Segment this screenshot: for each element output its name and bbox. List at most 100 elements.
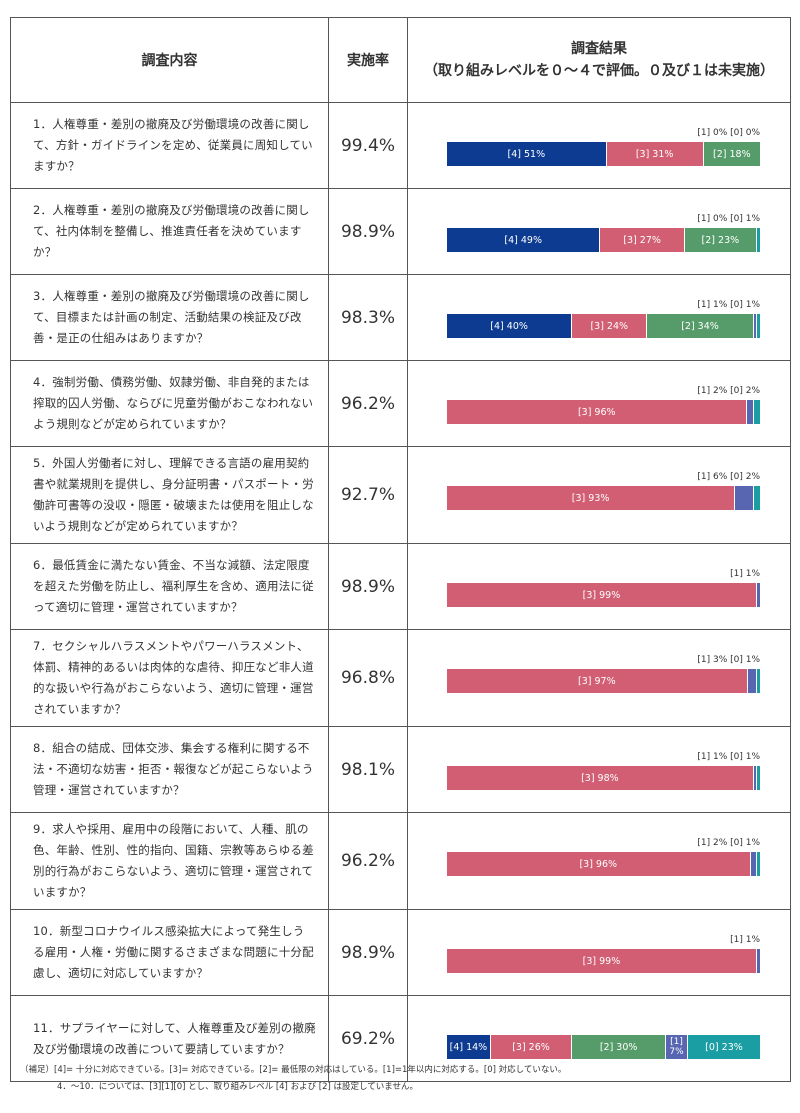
bar-segment-level-0 (756, 228, 760, 252)
segment-label: [3] 26% (512, 1041, 550, 1053)
header-content: 調査内容 (10, 17, 329, 103)
segment-label: [4] 14% (449, 1041, 488, 1053)
bar-segment-level-3: [3] 93% (447, 486, 736, 510)
implementation-rate: 98.1% (328, 726, 408, 813)
bar-segment-level-1 (756, 949, 760, 973)
bar-segment-level-0 (753, 486, 760, 510)
bar-segment-level-2: [2] 34% (647, 314, 754, 338)
bar-segment-level-3: [3] 27% (600, 228, 685, 252)
segment-label: [3] 24% (590, 320, 629, 332)
stacked-bar: [3] 97% (447, 669, 760, 693)
minor-level-label: [1] 2% [0] 1% (697, 838, 760, 848)
bar-segment-level-1 (747, 400, 754, 424)
header-rate: 実施率 (328, 17, 408, 103)
bar-segment-level-3: [3] 98% (447, 766, 754, 790)
table-row: 9．求人や採用、雇用中の段階において、人種、肌の色、年齢、性別、性的指向、国籍、… (10, 812, 791, 910)
bar-segment-level-3: [3] 96% (447, 852, 751, 876)
segment-label: [4] 40% (490, 320, 528, 332)
segment-label: [2] 30% (599, 1041, 638, 1053)
bar-segment-level-1 (753, 314, 757, 338)
bar-segment-level-4: [4] 49% (447, 228, 601, 252)
bar-segment-level-0 (753, 400, 760, 424)
segment-label: [0] 23% (705, 1041, 743, 1053)
survey-table: 調査内容 実施率 調査結果 （取り組みレベルを０～４で評価。０及び１は未実施） … (10, 17, 791, 1082)
bar-segment-level-2: [2] 30% (572, 1035, 667, 1059)
implementation-rate: 98.3% (328, 274, 408, 361)
stacked-bar-group: [1] 6% [0] 2% [3] 93% (447, 447, 760, 533)
bar-segment-level-1 (750, 852, 757, 876)
table-row: 10．新型コロナウイルス感染拡大によって発生しうる雇用・人権・労働に関するさまざ… (10, 909, 791, 996)
question-text: 1．人権尊重・差別の撤廃及び労働環境の改善に関して、方針・ガイドラインを定め、従… (10, 102, 329, 189)
stacked-bar-group: [1] 1% [3] 99% (447, 910, 760, 996)
stacked-bar-group: [1] 1% [3] 99% (447, 544, 760, 630)
table-row: 7．セクシャルハラスメントやパワーハラスメント、体罰、精神的あるいは肉体的な虐待… (10, 629, 791, 727)
result-cell: [1] 0% [0] 1% [4] 49% [3] 27% [2] 23% (407, 188, 791, 275)
question-text: 10．新型コロナウイルス感染拡大によって発生しうる雇用・人権・労働に関するさまざ… (10, 909, 329, 996)
header-row: 調査内容 実施率 調査結果 （取り組みレベルを０～４で評価。０及び１は未実施） (10, 17, 791, 103)
bar-segment-level-0 (756, 852, 760, 876)
stacked-bar: [3] 96% (447, 852, 760, 876)
table-row: 8．組合の結成、団体交渉、集会する権利に関する不法・不適切な妨害・拒否・報復など… (10, 726, 791, 813)
bar-segment-level-3: [3] 31% (606, 142, 704, 166)
bar-segment-level-0 (756, 669, 760, 693)
segment-label: [3] 96% (579, 858, 618, 870)
segment-label: [2] 23% (701, 234, 740, 246)
question-text: 4．強制労働、債務労働、奴隷労働、非自発的または搾取的囚人労働、ならびに児童労働… (10, 360, 329, 447)
stacked-bar-group: [1] 3% [0] 1% [3] 97% (447, 630, 760, 716)
footnotes: （補足）[4]= 十分に対応できている。[3]= 対応できている。[2]= 最低… (20, 1062, 566, 1096)
stacked-bar-group: [4] 14% [3] 26% [2] 30% [1] 7% [0] 23% (447, 996, 760, 1082)
stacked-bar: [3] 99% (447, 949, 760, 973)
result-cell: [1] 1% [0] 1% [4] 40% [3] 24% [2] 34% (407, 274, 791, 361)
segment-label: [4] 49% (504, 234, 542, 246)
segment-label: [3] 93% (571, 492, 610, 504)
question-text: 3．人権尊重・差別の撤廃及び労働環境の改善に関して、目標または計画の制定、活動結… (10, 274, 329, 361)
footnote-legend: （補足）[4]= 十分に対応できている。[3]= 対応できている。[2]= 最低… (20, 1065, 567, 1075)
implementation-rate: 98.9% (328, 909, 408, 996)
result-cell: [1] 2% [0] 2% [3] 96% (407, 360, 791, 447)
implementation-rate: 96.2% (328, 360, 408, 447)
segment-label: [3] 97% (578, 675, 616, 687)
bar-segment-level-1: [1] 7% (666, 1035, 688, 1059)
implementation-rate: 96.8% (328, 629, 408, 727)
question-text: 5．外国人労働者に対し、理解できる言語の雇用契約書や就業規則を提供し、身分証明書… (10, 446, 329, 544)
minor-level-label: [1] 6% [0] 2% (697, 472, 760, 482)
bar-segment-level-1 (756, 583, 760, 607)
question-text: 9．求人や採用、雇用中の段階において、人種、肌の色、年齢、性別、性的指向、国籍、… (10, 812, 329, 910)
implementation-rate: 98.9% (328, 188, 408, 275)
minor-level-label: [1] 1% [0] 1% (697, 300, 760, 310)
table-row: 2．人権尊重・差別の撤廃及び労働環境の改善に関して、社内体制を整備し、推進責任者… (10, 188, 791, 275)
stacked-bar-group: [1] 0% [0] 1% [4] 49% [3] 27% [2] 23% (447, 189, 760, 275)
implementation-rate: 99.4% (328, 102, 408, 189)
bar-segment-level-3: [3] 97% (447, 669, 748, 693)
implementation-rate: 69.2% (328, 995, 408, 1082)
question-text: 11．サプライヤーに対して、人権尊重及び差別の撤廃及び労働環境の改善について要請… (10, 995, 329, 1082)
bar-segment-level-4: [4] 40% (447, 314, 573, 338)
table-row: 5．外国人労働者に対し、理解できる言語の雇用契約書や就業規則を提供し、身分証明書… (10, 446, 791, 544)
segment-label: [4] 51% (507, 148, 546, 160)
bar-segment-level-1 (753, 766, 757, 790)
table-row: 6．最低賃金に満たない賃金、不当な減額、法定限度を超えた労働を防止し、福利厚生を… (10, 543, 791, 630)
result-cell: [1] 0% [0] 0% [4] 51% [3] 31% [2] 18% (407, 102, 791, 189)
result-cell: [1] 3% [0] 1% [3] 97% (407, 629, 791, 727)
bar-segment-level-3: [3] 26% (490, 1035, 573, 1059)
bar-segment-level-1 (747, 669, 757, 693)
header-result: 調査結果 （取り組みレベルを０～４で評価。０及び１は未実施） (407, 17, 791, 103)
segment-label: [2] 34% (681, 320, 719, 332)
minor-level-label: [1] 3% [0] 1% (697, 655, 760, 665)
segment-label: [2] 18% (713, 148, 751, 160)
stacked-bar-group: [1] 2% [0] 1% [3] 96% (447, 813, 760, 899)
stacked-bar: [4] 40% [3] 24% [2] 34% (447, 314, 760, 338)
bar-segment-level-2: [2] 18% (703, 142, 760, 166)
segment-label: [3] 98% (581, 772, 619, 784)
stacked-bar-group: [1] 2% [0] 2% [3] 96% (447, 361, 760, 447)
stacked-bar: [3] 98% (447, 766, 760, 790)
stacked-bar: [4] 49% [3] 27% [2] 23% (447, 228, 760, 252)
table-row: 4．強制労働、債務労働、奴隷労働、非自発的または搾取的囚人労働、ならびに児童労働… (10, 360, 791, 447)
stacked-bar-group: [1] 0% [0] 0% [4] 51% [3] 31% [2] 18% (447, 103, 760, 189)
table-row: 1．人権尊重・差別の撤廃及び労働環境の改善に関して、方針・ガイドラインを定め、従… (10, 102, 791, 189)
stacked-bar: [4] 51% [3] 31% [2] 18% (447, 142, 760, 166)
implementation-rate: 96.2% (328, 812, 408, 910)
minor-level-label: [1] 1% (730, 569, 760, 579)
minor-level-label: [1] 0% [0] 1% (697, 214, 760, 224)
footnote-scope: 4．～10．については、[3][1][0] とし、取り組みレベル [4] および… (57, 1082, 419, 1092)
